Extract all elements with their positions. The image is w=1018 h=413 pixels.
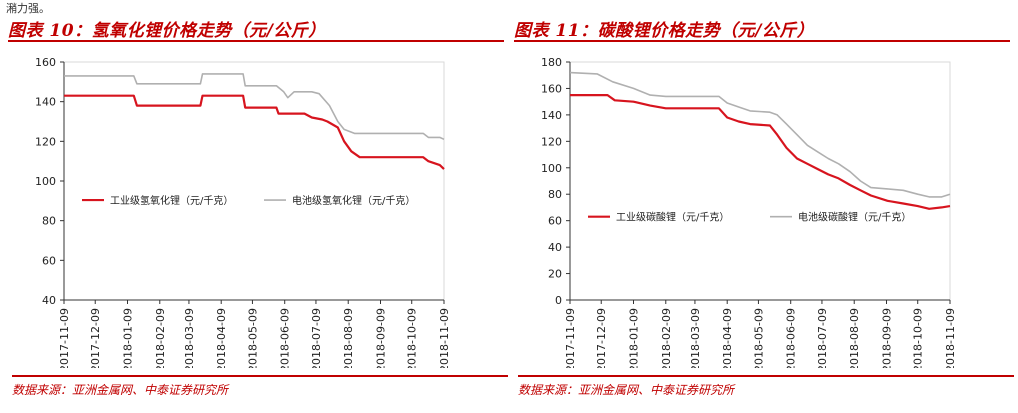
y-tick-label: 140: [35, 96, 56, 109]
x-tick-label: 2017-11-09: [58, 308, 71, 368]
x-tick-label: 2018-07-09: [310, 308, 323, 368]
x-tick-label: 2018-03-09: [183, 308, 196, 368]
x-tick-label: 2018-04-09: [721, 308, 734, 368]
top-text: 潲力强。: [6, 2, 50, 15]
x-tick-label: 2017-11-09: [564, 308, 577, 368]
chart-title: 图表 11：碳酸锂价格走势（元/公斤）: [514, 21, 815, 41]
x-tick-label: 2018-11-09: [438, 308, 451, 368]
y-tick-label: 0: [555, 294, 562, 307]
chart-title-bar: 图表 11：碳酸锂价格走势（元/公斤）: [514, 16, 1010, 42]
y-tick-label: 100: [35, 175, 56, 188]
chart-panel-right: 图表 11：碳酸锂价格走势（元/公斤） 0 20 40 60 80 100 120 140 16…: [512, 14, 1014, 404]
x-tick-label: 2018-09-09: [374, 308, 387, 368]
plot-area: [569, 61, 951, 301]
y-tick-label: 40: [42, 294, 56, 307]
plot-area: [63, 61, 445, 301]
x-tick-label: 2018-05-09: [246, 308, 259, 368]
x-tick-label: 2018-01-09: [628, 308, 641, 368]
series-line-1: [64, 94, 445, 170]
line-chart: 0 20 40 60 80 100 120 140 160 180 2017-11-09 2017-1…: [541, 56, 957, 368]
chart-panel-left: 图表 10：氢氧化锂价格走势（元/公斤） 40 60 80 100 120 140 160 2…: [6, 14, 508, 404]
y-tick-label: 60: [42, 254, 56, 267]
legend-label: 电池级碳酸锂（元/千克）: [798, 211, 911, 224]
x-tick-label: 2018-08-09: [848, 308, 861, 368]
data-source: 数据来源：亚洲金属网、中泰证券研究所: [518, 375, 1014, 398]
x-tick-label: 2018-06-09: [279, 308, 292, 368]
legend-label: 工业级氢氧化锂（元/千克）: [110, 194, 233, 207]
y-tick-label: 180: [541, 56, 562, 69]
x-tick-label: 2018-01-09: [122, 308, 135, 368]
x-tick-label: 2018-11-09: [944, 308, 957, 368]
x-tick-label: 2018-04-09: [215, 308, 228, 368]
y-tick-label: 60: [548, 215, 562, 228]
x-tick-label: 2018-07-09: [816, 308, 829, 368]
x-tick-label: 2018-09-09: [880, 308, 893, 368]
y-tick-label: 140: [541, 109, 562, 122]
y-tick-label: 20: [548, 268, 562, 281]
y-tick-label: 120: [35, 135, 56, 148]
series-line-2: [64, 73, 445, 141]
y-tick-label: 40: [548, 241, 562, 254]
y-tick-label: 100: [541, 162, 562, 175]
x-tick-label: 2017-12-09: [595, 308, 608, 368]
legend-label: 电池级氢氧化锂（元/千克）: [292, 194, 415, 207]
x-tick-label: 2018-05-09: [752, 308, 765, 368]
x-tick-label: 2018-02-09: [154, 308, 167, 368]
x-tick-label: 2018-02-09: [660, 308, 673, 368]
series-line-2: [569, 71, 951, 198]
series-line-1: [570, 93, 951, 210]
x-tick-label: 2018-10-09: [912, 308, 925, 368]
y-tick-label: 120: [541, 135, 562, 148]
y-tick-label: 80: [548, 188, 562, 201]
x-tick-label: 2018-08-09: [342, 308, 355, 368]
data-source: 数据来源：亚洲金属网、中泰证券研究所: [12, 375, 508, 398]
y-tick-label: 160: [541, 82, 562, 95]
x-tick-label: 2018-03-09: [689, 308, 702, 368]
y-tick-label: 160: [35, 56, 56, 69]
chart-title: 图表 10：氢氧化锂价格走势（元/公斤）: [8, 21, 326, 41]
legend-label: 工业级碳酸锂（元/千克）: [616, 211, 729, 224]
y-tick-label: 80: [42, 215, 56, 228]
line-chart: 40 60 80 100 120 140 160 2017-11-09 2017-12-09 20…: [35, 56, 451, 368]
x-tick-label: 2018-10-09: [406, 308, 419, 368]
x-tick-label: 2018-06-09: [785, 308, 798, 368]
x-tick-label: 2017-12-09: [89, 308, 102, 368]
chart-title-bar: 图表 10：氢氧化锂价格走势（元/公斤）: [8, 16, 504, 42]
